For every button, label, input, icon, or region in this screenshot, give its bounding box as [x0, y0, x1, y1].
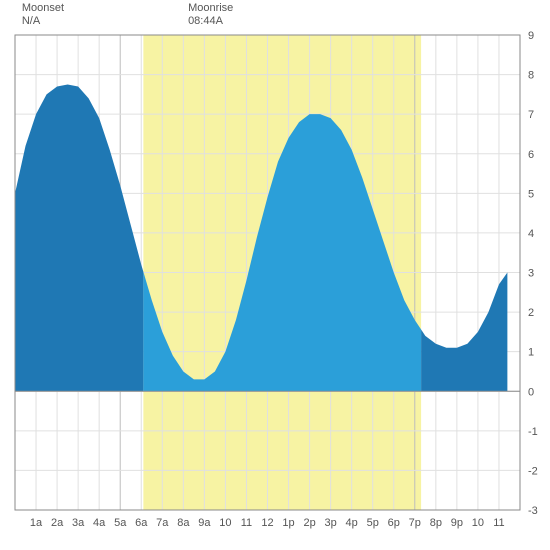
x-tick-label: 1a	[30, 517, 43, 529]
x-tick-label: 9p	[451, 517, 463, 529]
y-tick-label: 2	[528, 307, 534, 319]
x-tick-label: 7a	[156, 517, 169, 529]
x-tick-label: 11	[493, 517, 504, 529]
y-tick-label: -2	[528, 465, 538, 477]
y-tick-label: 3	[528, 268, 534, 280]
moon-annotation: MoonsetN/A	[22, 2, 64, 28]
y-tick-label: 4	[528, 228, 534, 240]
x-tick-label: 4a	[93, 517, 106, 529]
y-tick-label: -1	[528, 426, 538, 438]
x-tick-label: 6p	[388, 517, 400, 529]
x-tick-label: 2p	[303, 517, 315, 529]
x-tick-label: 2a	[51, 517, 64, 529]
x-tick-label: 4p	[346, 517, 358, 529]
tide-chart: MoonsetN/AMoonrise08:44A -3-2-1012345678…	[0, 0, 550, 550]
y-tick-label: 6	[528, 149, 534, 161]
x-tick-label: 7p	[409, 517, 421, 529]
x-tick-label: 9a	[198, 517, 211, 529]
moon-annotation-title: Moonrise	[188, 2, 233, 15]
x-tick-label: 5p	[367, 517, 379, 529]
x-tick-label: 6a	[135, 517, 148, 529]
x-tick-label: 3a	[72, 517, 85, 529]
y-tick-label: 8	[528, 70, 534, 82]
y-tick-label: 9	[528, 30, 534, 42]
y-tick-label: 5	[528, 188, 534, 200]
chart-svg: -3-2-101234567891a2a3a4a5a6a7a8a9a101112…	[0, 0, 550, 550]
x-tick-label: 12	[261, 517, 273, 529]
y-tick-label: 0	[528, 386, 534, 398]
x-tick-label: 3p	[325, 517, 337, 529]
y-tick-label: 1	[528, 347, 534, 359]
x-tick-label: 10	[219, 517, 231, 529]
moon-annotation-title: Moonset	[22, 2, 64, 15]
moon-annotation: Moonrise08:44A	[188, 2, 233, 28]
x-tick-label: 11	[241, 517, 252, 529]
x-tick-label: 8a	[177, 517, 190, 529]
moon-annotation-value: N/A	[22, 15, 64, 28]
x-tick-label: 1p	[282, 517, 294, 529]
y-tick-label: 7	[528, 109, 534, 121]
x-tick-label: 5a	[114, 517, 127, 529]
x-tick-label: 8p	[430, 517, 442, 529]
x-tick-label: 10	[472, 517, 484, 529]
y-tick-label: -3	[528, 505, 538, 517]
moon-annotation-value: 08:44A	[188, 15, 233, 28]
